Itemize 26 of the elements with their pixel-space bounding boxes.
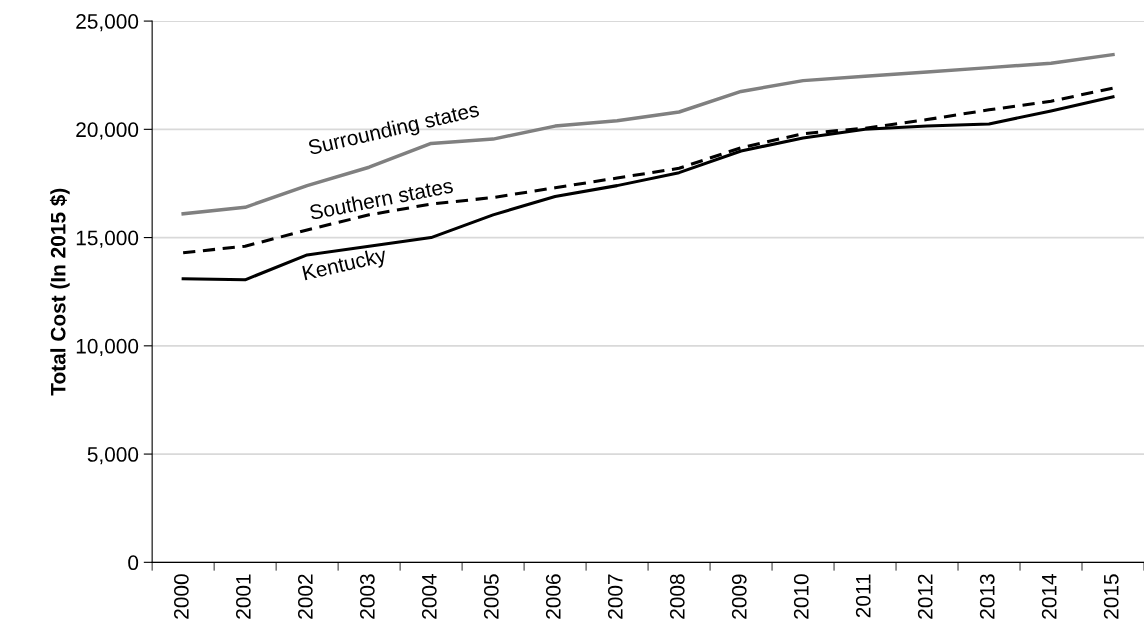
y-tick-label: 15,000 [76, 230, 139, 248]
x-tick-label: 2013 [979, 574, 995, 619]
x-tick-label: 2006 [545, 574, 561, 619]
y-tick-label: 5,000 [87, 447, 139, 465]
x-tick-label: 2008 [669, 574, 685, 619]
y-axis-title: Total Cost (In 2015 $) [49, 188, 70, 396]
x-tick-label: 2002 [297, 574, 313, 619]
x-tick-label: 2010 [793, 574, 809, 619]
x-tick-label: 2011 [855, 574, 871, 618]
x-tick-label: 2014 [1041, 574, 1057, 619]
x-tick-label: 2012 [917, 574, 933, 619]
x-tick-label: 2007 [607, 574, 623, 619]
text: Surrounding states [307, 101, 481, 160]
y-tick-label: 25,000 [76, 14, 139, 32]
y-tick-label: 10,000 [76, 338, 139, 357]
x-tick-label: 2001 [235, 574, 251, 619]
x-tick-label: 2004 [421, 574, 437, 619]
text: Southern states [308, 177, 454, 221]
x-tick-label: 2005 [483, 574, 499, 619]
x-tick-label: 2003 [359, 574, 375, 619]
text: Kentucky [302, 246, 389, 285]
y-tick-label: 0 [128, 555, 139, 571]
x-tick-label: 2015 [1103, 574, 1119, 619]
x-tick-label: 2000 [173, 574, 189, 619]
y-tick-label: 20,000 [76, 122, 139, 140]
x-tick-label: 2009 [731, 574, 747, 619]
